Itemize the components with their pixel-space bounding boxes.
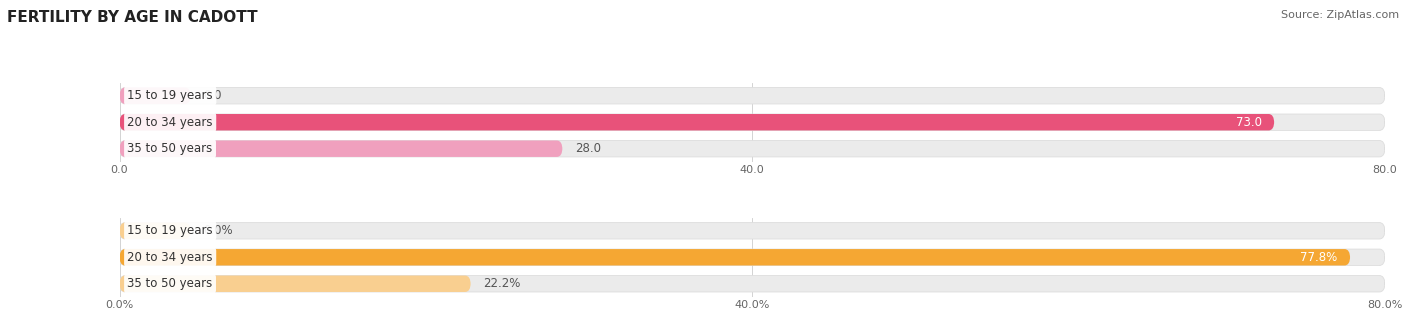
Text: 15 to 19 years: 15 to 19 years (128, 89, 214, 102)
Text: 35 to 50 years: 35 to 50 years (128, 142, 212, 155)
Text: 0.0: 0.0 (204, 89, 222, 102)
Text: 77.8%: 77.8% (1301, 251, 1337, 264)
FancyBboxPatch shape (120, 141, 1385, 157)
Text: 20 to 34 years: 20 to 34 years (128, 251, 212, 264)
Text: 20 to 34 years: 20 to 34 years (128, 116, 212, 129)
FancyBboxPatch shape (120, 114, 1274, 130)
FancyBboxPatch shape (120, 276, 1385, 292)
FancyBboxPatch shape (120, 276, 471, 292)
FancyBboxPatch shape (120, 249, 1350, 266)
Text: 73.0: 73.0 (1236, 116, 1261, 129)
FancyBboxPatch shape (120, 249, 1385, 266)
Text: 28.0: 28.0 (575, 142, 600, 155)
FancyBboxPatch shape (120, 87, 1385, 104)
FancyBboxPatch shape (120, 141, 562, 157)
FancyBboxPatch shape (120, 114, 1385, 130)
FancyBboxPatch shape (120, 223, 1385, 239)
FancyBboxPatch shape (120, 87, 191, 104)
Text: Source: ZipAtlas.com: Source: ZipAtlas.com (1281, 10, 1399, 20)
FancyBboxPatch shape (120, 223, 191, 239)
Text: 15 to 19 years: 15 to 19 years (128, 224, 214, 237)
Text: 22.2%: 22.2% (484, 277, 520, 290)
Text: FERTILITY BY AGE IN CADOTT: FERTILITY BY AGE IN CADOTT (7, 10, 257, 25)
Text: 35 to 50 years: 35 to 50 years (128, 277, 212, 290)
Text: 0.0%: 0.0% (204, 224, 233, 237)
